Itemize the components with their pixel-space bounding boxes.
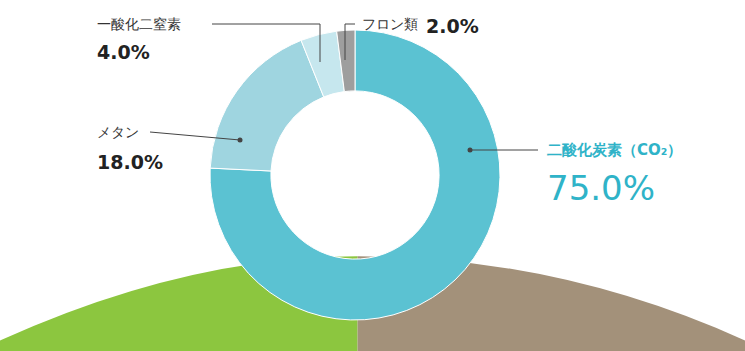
svg-text:メタン: メタン bbox=[97, 124, 139, 140]
svg-text:2.0%: 2.0% bbox=[426, 15, 479, 37]
svg-text:4.0%: 4.0% bbox=[97, 41, 150, 63]
svg-text:18.0%: 18.0% bbox=[97, 151, 163, 173]
svg-text:二酸化炭素（CO₂）: 二酸化炭素（CO₂） bbox=[547, 141, 682, 159]
svg-text:75.0%: 75.0% bbox=[547, 168, 655, 208]
svg-text:フロン類: フロン類 bbox=[362, 16, 418, 32]
svg-text:一酸化二窒素: 一酸化二窒素 bbox=[97, 16, 181, 32]
